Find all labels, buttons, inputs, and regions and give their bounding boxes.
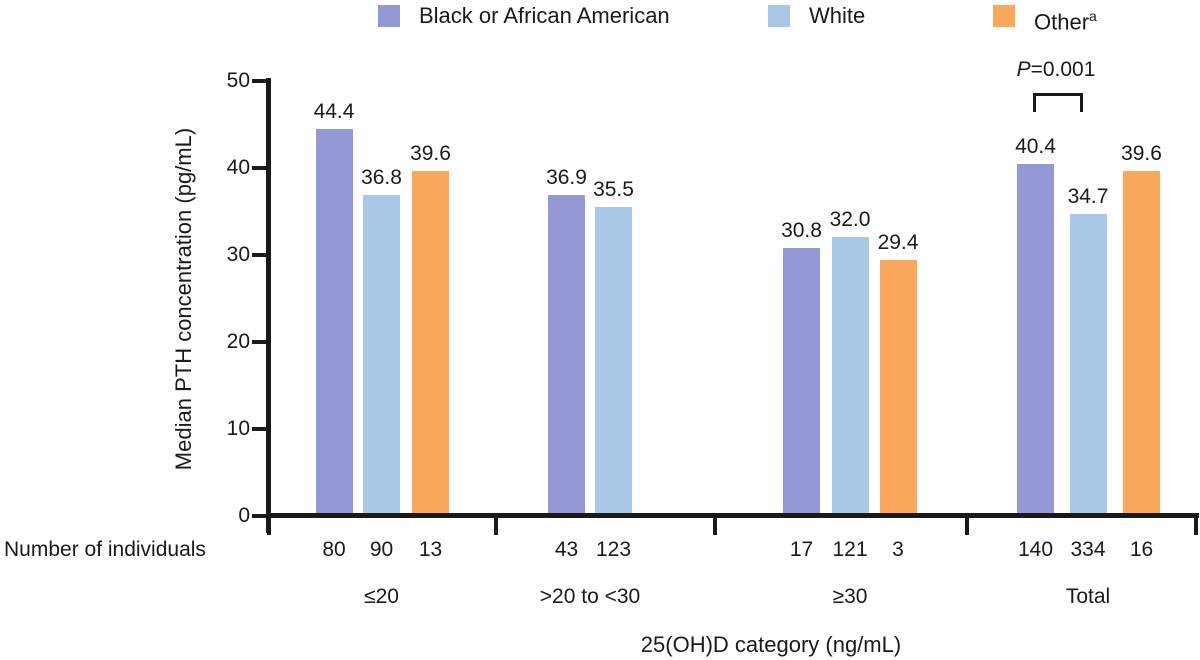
- significance-bracket-top: [1033, 93, 1083, 96]
- x-axis-tick: [1194, 513, 1198, 535]
- p-value-symbol: P: [1016, 58, 1031, 81]
- legend-swatch: [768, 5, 790, 27]
- bar-value-label: 36.9: [546, 165, 587, 189]
- bar: [363, 195, 400, 513]
- x-axis-tick: [964, 513, 969, 535]
- x-axis-tick: [713, 513, 717, 535]
- x-axis-title: 25(OH)D category (ng/mL): [640, 632, 902, 657]
- y-axis-tick-label: 10: [226, 416, 250, 440]
- count-value: 13: [418, 538, 443, 561]
- significance-bracket-right: [1080, 93, 1083, 112]
- x-axis-line: [266, 513, 1199, 518]
- bar: [412, 171, 449, 513]
- y-axis-tick: [252, 339, 267, 344]
- bar: [1123, 171, 1160, 513]
- x-axis-tick: [494, 513, 498, 535]
- bar-value-label: 29.4: [877, 230, 919, 254]
- count-value: 90: [369, 538, 394, 561]
- category-label: >20 to <30: [539, 585, 641, 608]
- count-value: 16: [1129, 538, 1154, 561]
- legend-label: Othera: [1034, 8, 1097, 35]
- counts-row-label: Number of individuals: [4, 538, 206, 561]
- count-value: 17: [789, 538, 814, 561]
- count-value: 121: [832, 538, 868, 561]
- category-label: Total: [1065, 585, 1111, 608]
- y-axis-tick-label: 50: [226, 68, 250, 92]
- y-axis-tick-label: 0: [238, 503, 250, 527]
- bar: [831, 237, 869, 513]
- bar-value-label: 40.4: [1015, 135, 1056, 159]
- category-label: ≥30: [832, 585, 868, 608]
- bar-value-label: 36.8: [361, 166, 402, 190]
- x-axis-tick: [266, 513, 271, 535]
- bar: [315, 129, 353, 513]
- bar-value-label: 44.4: [313, 100, 355, 124]
- p-value-number: =0.001: [1030, 58, 1096, 81]
- bar: [783, 247, 820, 513]
- bar: [1017, 164, 1054, 513]
- y-axis-tick-label: 40: [226, 155, 250, 179]
- y-axis-tick: [252, 513, 267, 518]
- y-axis-tick: [252, 426, 267, 431]
- y-axis-tick-label: 20: [226, 329, 250, 353]
- significance-bracket-left: [1033, 93, 1036, 112]
- y-axis-tick: [252, 252, 267, 257]
- bar-value-label: 35.5: [593, 177, 634, 201]
- bar: [1069, 213, 1107, 513]
- legend-label: White: [809, 3, 866, 28]
- count-value: 80: [322, 538, 346, 561]
- bar-value-label: 39.6: [410, 142, 451, 166]
- bar: [595, 206, 632, 513]
- y-axis-line: [266, 78, 271, 533]
- legend-swatch: [378, 5, 400, 27]
- count-value: 140: [1017, 538, 1054, 561]
- bar-value-label: 39.6: [1121, 142, 1162, 166]
- bar: [879, 259, 917, 513]
- count-value: 123: [595, 538, 632, 561]
- count-value: 43: [554, 538, 579, 561]
- y-axis-title: Median PTH concentration (pg/mL): [171, 127, 196, 471]
- bar-value-label: 34.7: [1067, 184, 1109, 208]
- count-value: 3: [892, 538, 904, 561]
- p-value-annotation: P=0.001: [976, 57, 1136, 83]
- legend-label-superscript: a: [1089, 8, 1097, 24]
- count-value: 334: [1070, 538, 1106, 561]
- y-axis-tick: [252, 165, 267, 170]
- bar-value-label: 30.8: [781, 218, 822, 242]
- legend-label: Black or African American: [419, 3, 670, 28]
- y-axis-tick-label: 30: [226, 242, 250, 266]
- y-axis-tick: [252, 78, 267, 83]
- bar-value-label: 32.0: [829, 208, 871, 232]
- category-label: ≤20: [364, 585, 399, 608]
- legend-swatch: [993, 5, 1015, 27]
- bar: [548, 194, 585, 513]
